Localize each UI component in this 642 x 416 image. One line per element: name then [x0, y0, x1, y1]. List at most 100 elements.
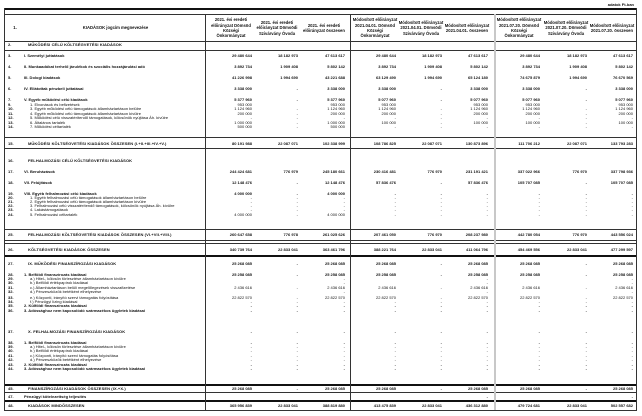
cell-value: - — [250, 298, 252, 304]
table-row: 12. 5. Működési célú visszatérítendő támo… — [0, 115, 642, 120]
cell-value: - — [440, 190, 442, 196]
cell-value: 953 000 — [330, 101, 345, 107]
cell-value: - — [538, 124, 540, 129]
cell-value: - — [631, 365, 633, 371]
cell-value: 22 833 041 — [421, 402, 442, 408]
cell-value: - — [343, 194, 345, 200]
cell-value: - — [538, 343, 540, 349]
cell-value: 12 148 476 — [324, 179, 345, 185]
cell-value: 1 124 960 — [522, 106, 540, 111]
cell-value: 4 000 000 — [234, 211, 252, 217]
cell-value: - — [296, 97, 298, 102]
table-row: 20. 1. Egyéb felhalmozási célú támogatáso… — [0, 195, 642, 200]
divider — [4, 243, 637, 244]
table-row: 5. III. Dologi kiadások 41 226 998 1 994 69… — [0, 75, 642, 80]
column-divider — [636, 8, 637, 410]
cell-value: - — [486, 124, 488, 129]
cell-value: - — [296, 85, 298, 91]
row-label: VIII. Egyéb felhalmozási célú kiadások — [24, 190, 97, 196]
row-label: 3. Adóssághoz nem kapcsolódó származékos… — [24, 307, 146, 313]
table-row: 17. VI. Beruházások 244 424 681 776 979 245 … — [0, 169, 642, 174]
table-row: 19. VIII. Egyéb felhalmozási célú kiadáso… — [0, 191, 642, 196]
cell-value: 1 909 408 — [280, 63, 298, 69]
row-number: 2. — [8, 41, 12, 47]
cell-value: 337 022 966 — [517, 168, 540, 174]
cell-value: - — [343, 198, 345, 204]
cell-value: - — [486, 198, 488, 204]
cell-value: 3 338 000 — [327, 85, 345, 91]
row-number: 18. — [8, 179, 14, 185]
table-row: 30. b.) Belföldi értékpapírok kiadásai - - - — [0, 280, 642, 285]
cell-value: 1 909 408 — [424, 63, 442, 69]
cell-value: - — [296, 194, 298, 200]
cell-value: - — [486, 115, 488, 120]
cell-value: 22 833 041 — [566, 402, 587, 408]
table-row: 6. IV. Ellátottak pénzbeli juttatásai 3 33… — [0, 86, 642, 91]
row-number: 17. — [8, 168, 14, 174]
cell-value: 25 258 085 — [519, 271, 540, 277]
cell-value: 1 000 000 — [234, 119, 252, 125]
table-row: 16. FELHALMOZÁSI CÉLÚ KÖLTSÉGVETÉSI KIADÁ… — [0, 158, 642, 163]
cell-value: 776 970 — [427, 168, 442, 174]
cell-value: 411 064 796 — [465, 246, 488, 252]
column-divider — [205, 14, 206, 410]
table-row: 11. 4. Egyéb működési célú támogatások ál… — [0, 111, 642, 116]
cell-value: - — [394, 303, 396, 308]
cell-value: - — [440, 357, 442, 362]
cell-value: - — [486, 328, 488, 334]
cell-value: 443 556 024 — [610, 231, 633, 237]
cell-value: 25 268 085 — [612, 260, 633, 266]
cell-value: - — [486, 307, 488, 313]
row-label: IV. Ellátottak pénzbeli juttatásai — [24, 85, 84, 91]
cell-value: - — [631, 202, 633, 208]
cell-value: 18 182 973 — [566, 52, 587, 58]
cell-value: - — [394, 352, 396, 358]
cell-value: - — [538, 303, 540, 308]
cell-value: 100 000 — [618, 119, 633, 125]
cell-value: - — [394, 115, 396, 120]
row-number: 20. — [8, 194, 14, 200]
cell-value: - — [440, 352, 442, 358]
cell-value: - — [631, 124, 633, 129]
cell-value: 436 312 880 — [465, 402, 488, 408]
row-number: 26. — [8, 246, 14, 252]
cell-value: - — [440, 207, 442, 212]
cell-value: 80 191 988 — [231, 140, 252, 146]
row-number: 22. — [8, 202, 14, 208]
row-number: 25. — [8, 231, 14, 237]
cell-value: - — [296, 365, 298, 371]
cell-value: 3 338 000 — [615, 85, 633, 91]
cell-value: 3 892 734 — [378, 63, 396, 69]
cell-value: 2 436 616 — [234, 284, 252, 290]
cell-value: - — [343, 202, 345, 208]
cell-value: - — [486, 394, 488, 399]
cell-value: 230 416 481 — [373, 168, 396, 174]
cell-value: 1 994 690 — [280, 74, 298, 80]
cell-value: 22 822 570 — [612, 294, 633, 300]
cell-value: - — [538, 202, 540, 208]
divider — [4, 255, 637, 257]
cell-value: - — [343, 339, 345, 345]
column-header: Módosított előirányzat 2021.07.20. össze… — [589, 22, 635, 33]
cell-value: 25 258 085 — [231, 271, 252, 277]
cell-value: - — [394, 202, 396, 208]
cell-value: - — [585, 115, 587, 120]
table-row: 15. MŰKÖDÉSI KÖLTSÉGVETÉSI KIADÁSOK ÖSSZE… — [0, 141, 642, 146]
cell-value: - — [486, 352, 488, 358]
row-number: 12. — [8, 115, 14, 120]
cell-value: 100 000 — [473, 119, 488, 125]
cell-value: 2 436 616 — [327, 284, 345, 290]
cell-value: 25 268 085 — [519, 385, 540, 391]
row-number: 32. — [8, 289, 14, 294]
cell-value: - — [585, 110, 587, 116]
cell-value: - — [585, 294, 587, 300]
cell-value: - — [486, 343, 488, 349]
table-row: 34. f.) Pénzügyi lízing kiadásai - - - - - - - - - — [0, 299, 642, 304]
divider — [4, 148, 637, 149]
row-label: c.) Államháztartáson belüli megelőlegezé… — [30, 284, 136, 290]
cell-value: 22 087 071 — [421, 140, 442, 146]
cell-value: - — [585, 348, 587, 353]
cell-value: - — [343, 352, 345, 358]
cell-value: - — [585, 361, 587, 367]
table-row: 29. a.) Hitel-, kölcsön törlesztése állam… — [0, 276, 642, 281]
